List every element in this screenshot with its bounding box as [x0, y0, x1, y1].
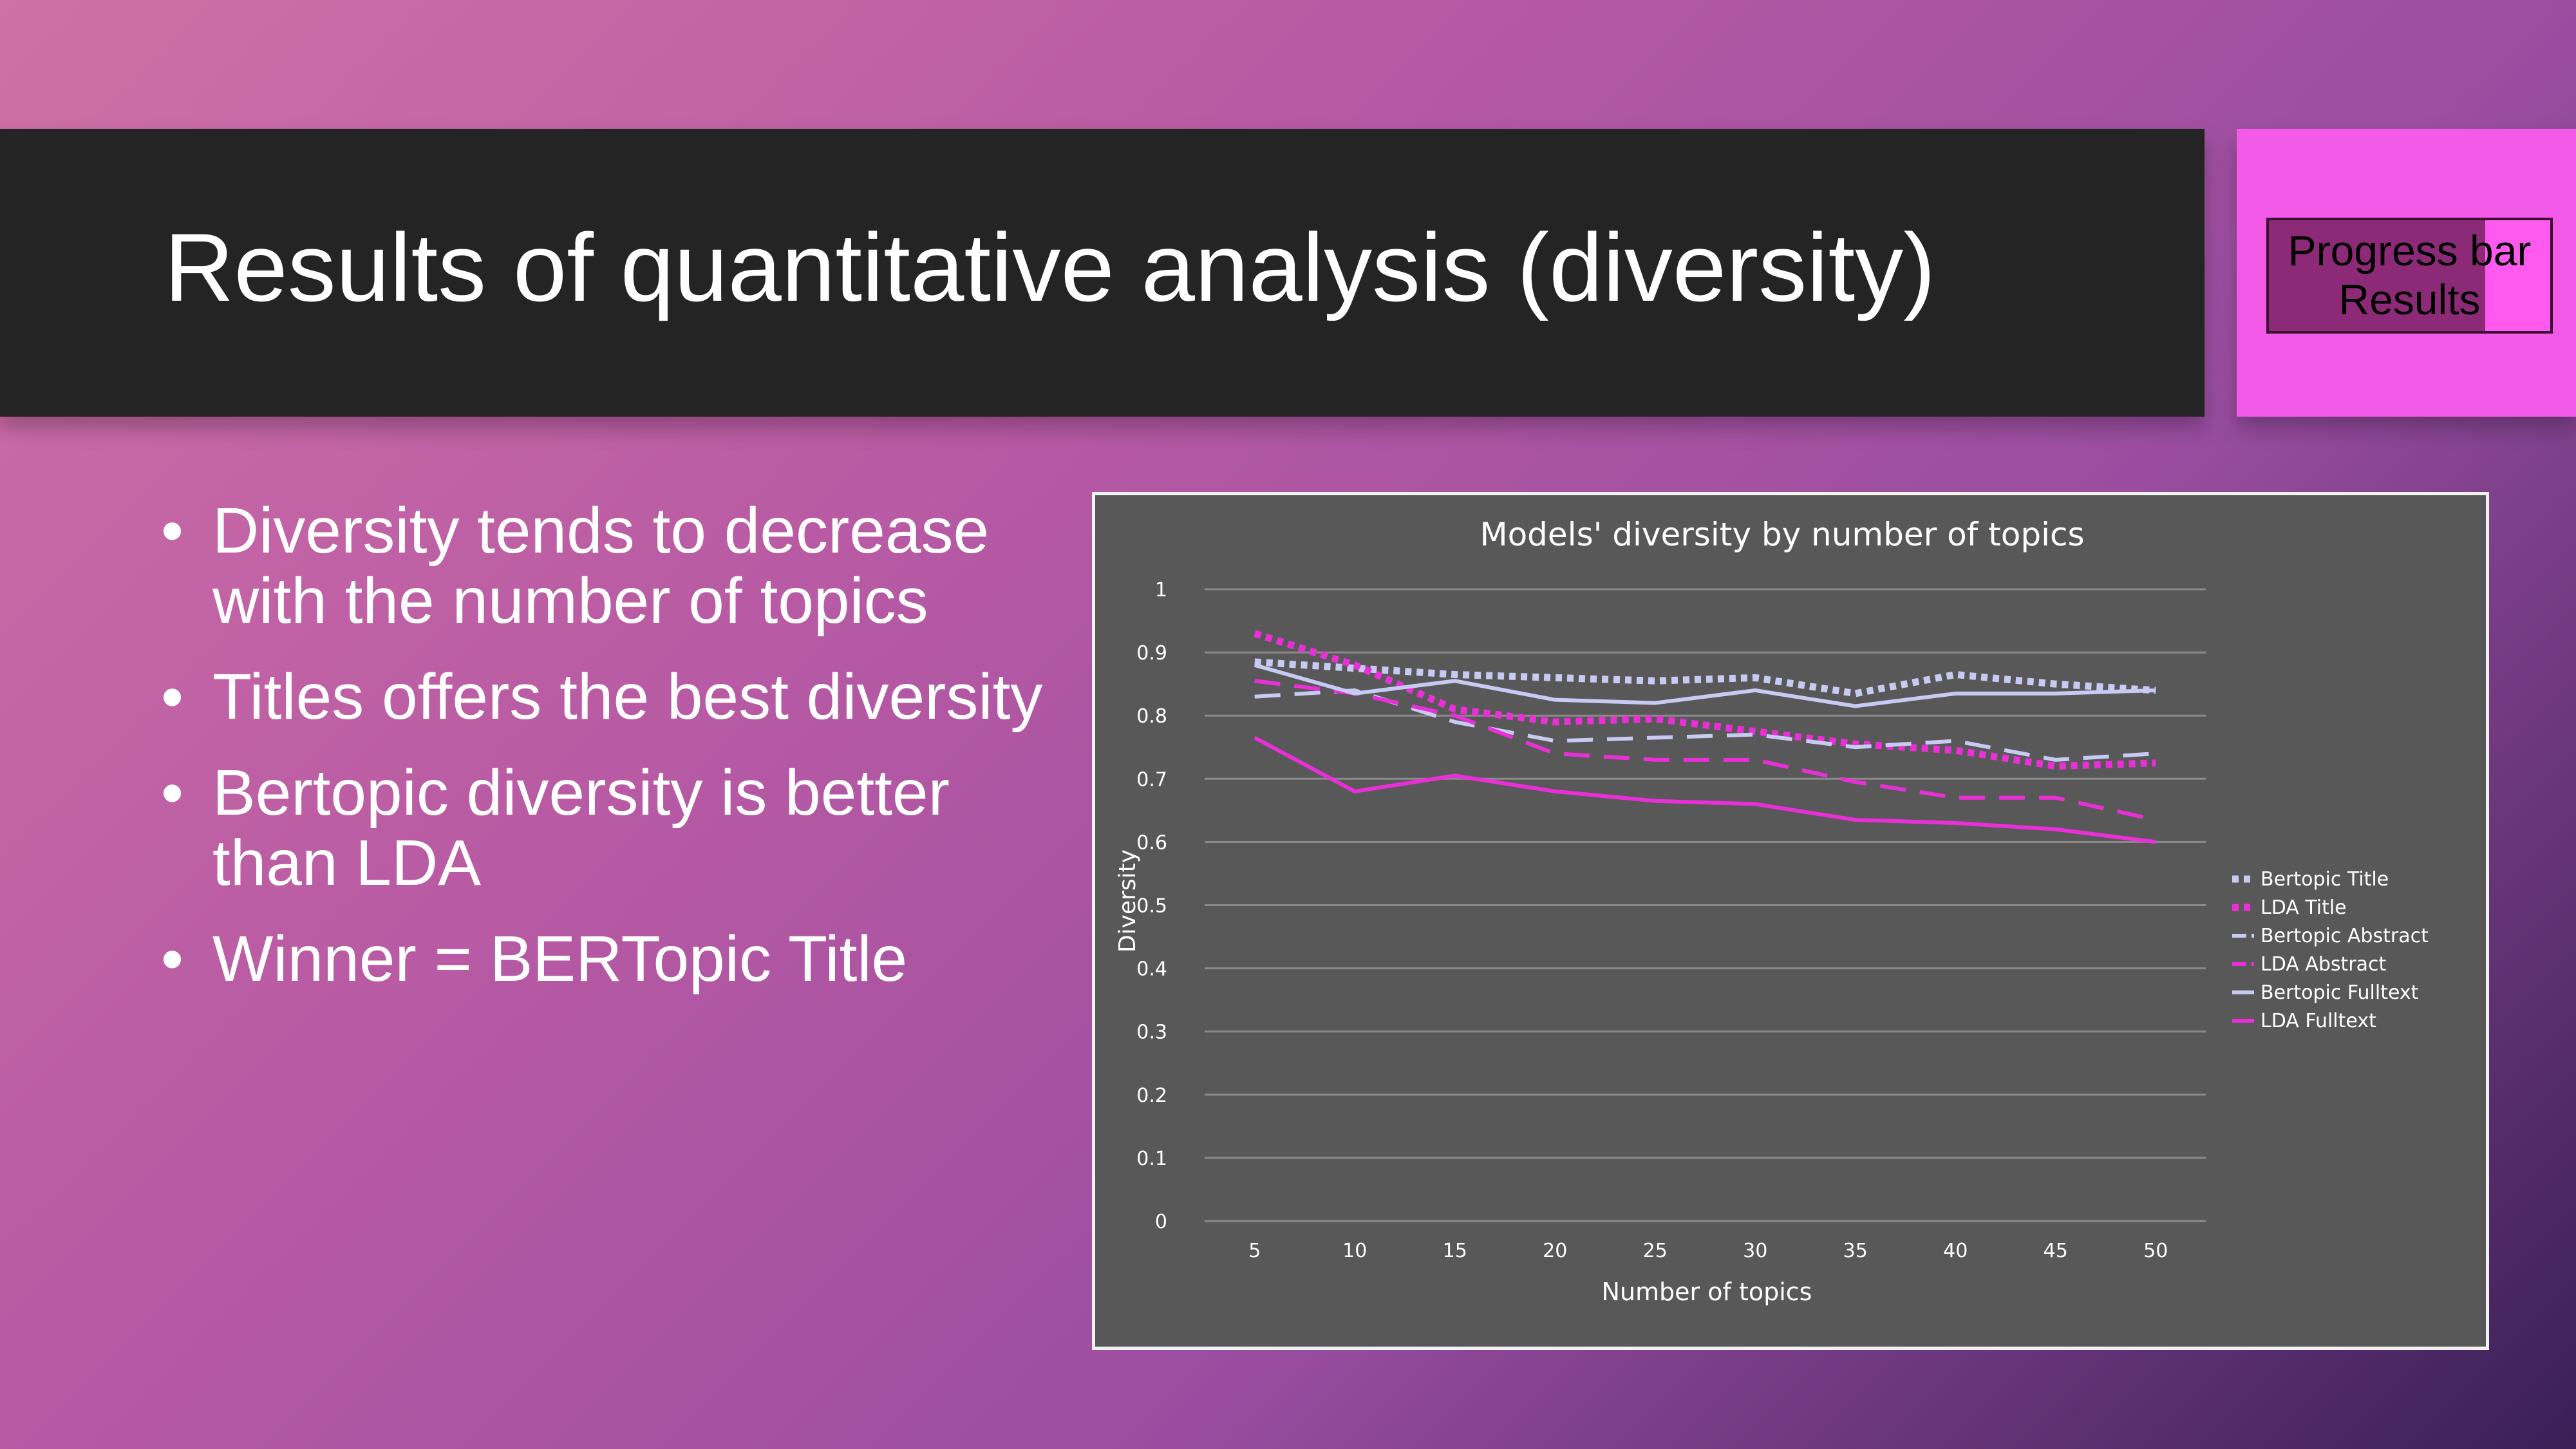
x-tick-label: 50 — [2143, 1240, 2168, 1262]
y-tick-label: 0 — [1155, 1211, 1167, 1233]
x-axis-label: Number of topics — [1602, 1278, 1812, 1306]
y-tick-label: 0.3 — [1136, 1021, 1167, 1044]
legend-entry: LDA Title — [2261, 896, 2347, 919]
y-tick-label: 0.7 — [1136, 768, 1167, 791]
bullet-item: Titles offers the best diversity — [161, 662, 1075, 733]
progress-bar-label: Progress bar — [2288, 227, 2532, 275]
chart-title: Models' diversity by number of topics — [1480, 516, 2084, 553]
x-tick-label: 25 — [1643, 1240, 1668, 1262]
bullet-item: Bertopic diversity is better than LDA — [161, 758, 1075, 898]
x-tick-label: 5 — [1248, 1240, 1261, 1262]
legend-entry: LDA Fulltext — [2261, 1010, 2376, 1032]
y-tick-label: 0.5 — [1136, 895, 1167, 918]
series-line-bertopic-abstract — [1254, 688, 2156, 762]
x-tick-label: 40 — [1943, 1240, 1968, 1262]
chart-frame: Models' diversity by number of topics 0 0… — [1092, 492, 2489, 1350]
y-axis-label: Diversity — [1114, 849, 1141, 952]
y-tick-label: 0.6 — [1136, 831, 1167, 854]
title-bar: Results of quantitative analysis (divers… — [0, 129, 2205, 417]
legend-entry: LDA Abstract — [2261, 953, 2387, 976]
y-tick-label: 0.8 — [1136, 705, 1167, 728]
bullet-item: Diversity tends to decrease with the num… — [161, 496, 1075, 636]
series-line-lda-abstract — [1254, 679, 2156, 822]
y-tick-label: 1 — [1155, 579, 1167, 601]
progress-bar-fill — [2269, 220, 2486, 331]
y-tick-label: 0.1 — [1136, 1148, 1167, 1170]
progress-panel: Progress bar Results — [2237, 129, 2576, 417]
y-tick-label: 0.4 — [1136, 958, 1167, 981]
y-tick-label: 0.2 — [1136, 1084, 1167, 1107]
progress-bar-section: Results — [2338, 276, 2481, 323]
x-tick-label: 35 — [1843, 1240, 1868, 1262]
series-line-lda-title — [1254, 630, 2156, 770]
line-chart: Models' diversity by number of topics 0 0… — [1114, 516, 2429, 1306]
slide-title: Results of quantitative analysis (divers… — [164, 213, 1936, 321]
x-tick-label: 15 — [1443, 1240, 1467, 1262]
bullet-item: Winner = BERTopic Title — [161, 924, 1075, 995]
x-tick-label: 10 — [1342, 1240, 1367, 1262]
x-tick-label: 30 — [1743, 1240, 1767, 1262]
legend-entry: Bertopic Fulltext — [2261, 981, 2419, 1004]
y-tick-label: 0.9 — [1136, 642, 1167, 665]
bullet-list: Diversity tends to decrease with the num… — [161, 496, 1075, 1020]
x-tick-label: 45 — [2044, 1240, 2068, 1262]
progress-bar: Progress bar Results — [2266, 218, 2553, 334]
series-line-bertopic-title — [1254, 658, 2156, 697]
series-line-lda-fulltext — [1254, 735, 2156, 844]
series-line-bertopic-fulltext — [1254, 663, 2156, 708]
progress-bar-text: Progress bar Results — [2269, 220, 2550, 331]
x-tick-label: 20 — [1543, 1240, 1567, 1262]
legend-entry: Bertopic Title — [2261, 868, 2389, 891]
legend-entry: Bertopic Abstract — [2261, 925, 2429, 947]
